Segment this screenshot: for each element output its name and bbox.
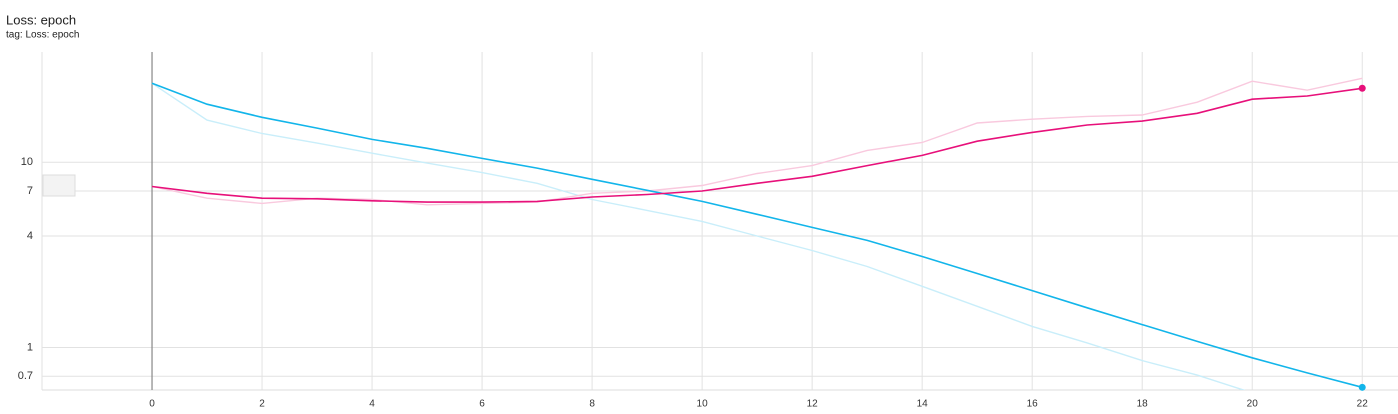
x-tick-label: 0 <box>149 399 155 410</box>
x-tick-label: 8 <box>589 399 595 410</box>
end-marker <box>1358 84 1366 92</box>
series-line <box>151 82 1246 390</box>
x-tick-label: 2 <box>259 399 265 410</box>
y-tick-label: 0.7 <box>18 370 33 382</box>
ui-box <box>42 174 76 197</box>
chart-subtitle: tag: Loss: epoch <box>6 30 79 41</box>
grid <box>41 52 1398 391</box>
x-tick-label: 16 <box>1027 399 1039 410</box>
x-tick-label: 18 <box>1137 399 1149 410</box>
x-tick-label: 22 <box>1357 399 1369 410</box>
lines <box>151 77 1363 390</box>
x-tick-label: 14 <box>917 399 929 410</box>
end-marker <box>1358 383 1366 391</box>
y-tick-label: 4 <box>27 230 33 242</box>
x-tick-label: 4 <box>369 399 375 410</box>
x-tick-label: 20 <box>1247 399 1259 410</box>
x-tick-label: 6 <box>479 399 485 410</box>
y-tick-label: 1 <box>27 341 33 353</box>
y-tick-label: 10 <box>21 156 33 168</box>
series-line <box>151 87 1363 203</box>
series-line <box>151 82 1363 389</box>
x-tick-label: 12 <box>807 399 819 410</box>
chart-title: Loss: epoch <box>6 12 76 27</box>
series-line <box>151 77 1363 206</box>
y-tick-label: 7 <box>27 185 33 197</box>
x-tick-label: 10 <box>697 399 709 410</box>
